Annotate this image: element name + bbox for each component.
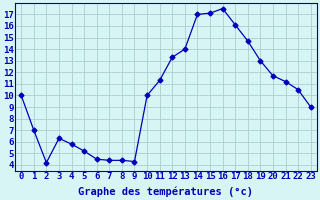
X-axis label: Graphe des températures (°c): Graphe des températures (°c): [78, 187, 253, 197]
